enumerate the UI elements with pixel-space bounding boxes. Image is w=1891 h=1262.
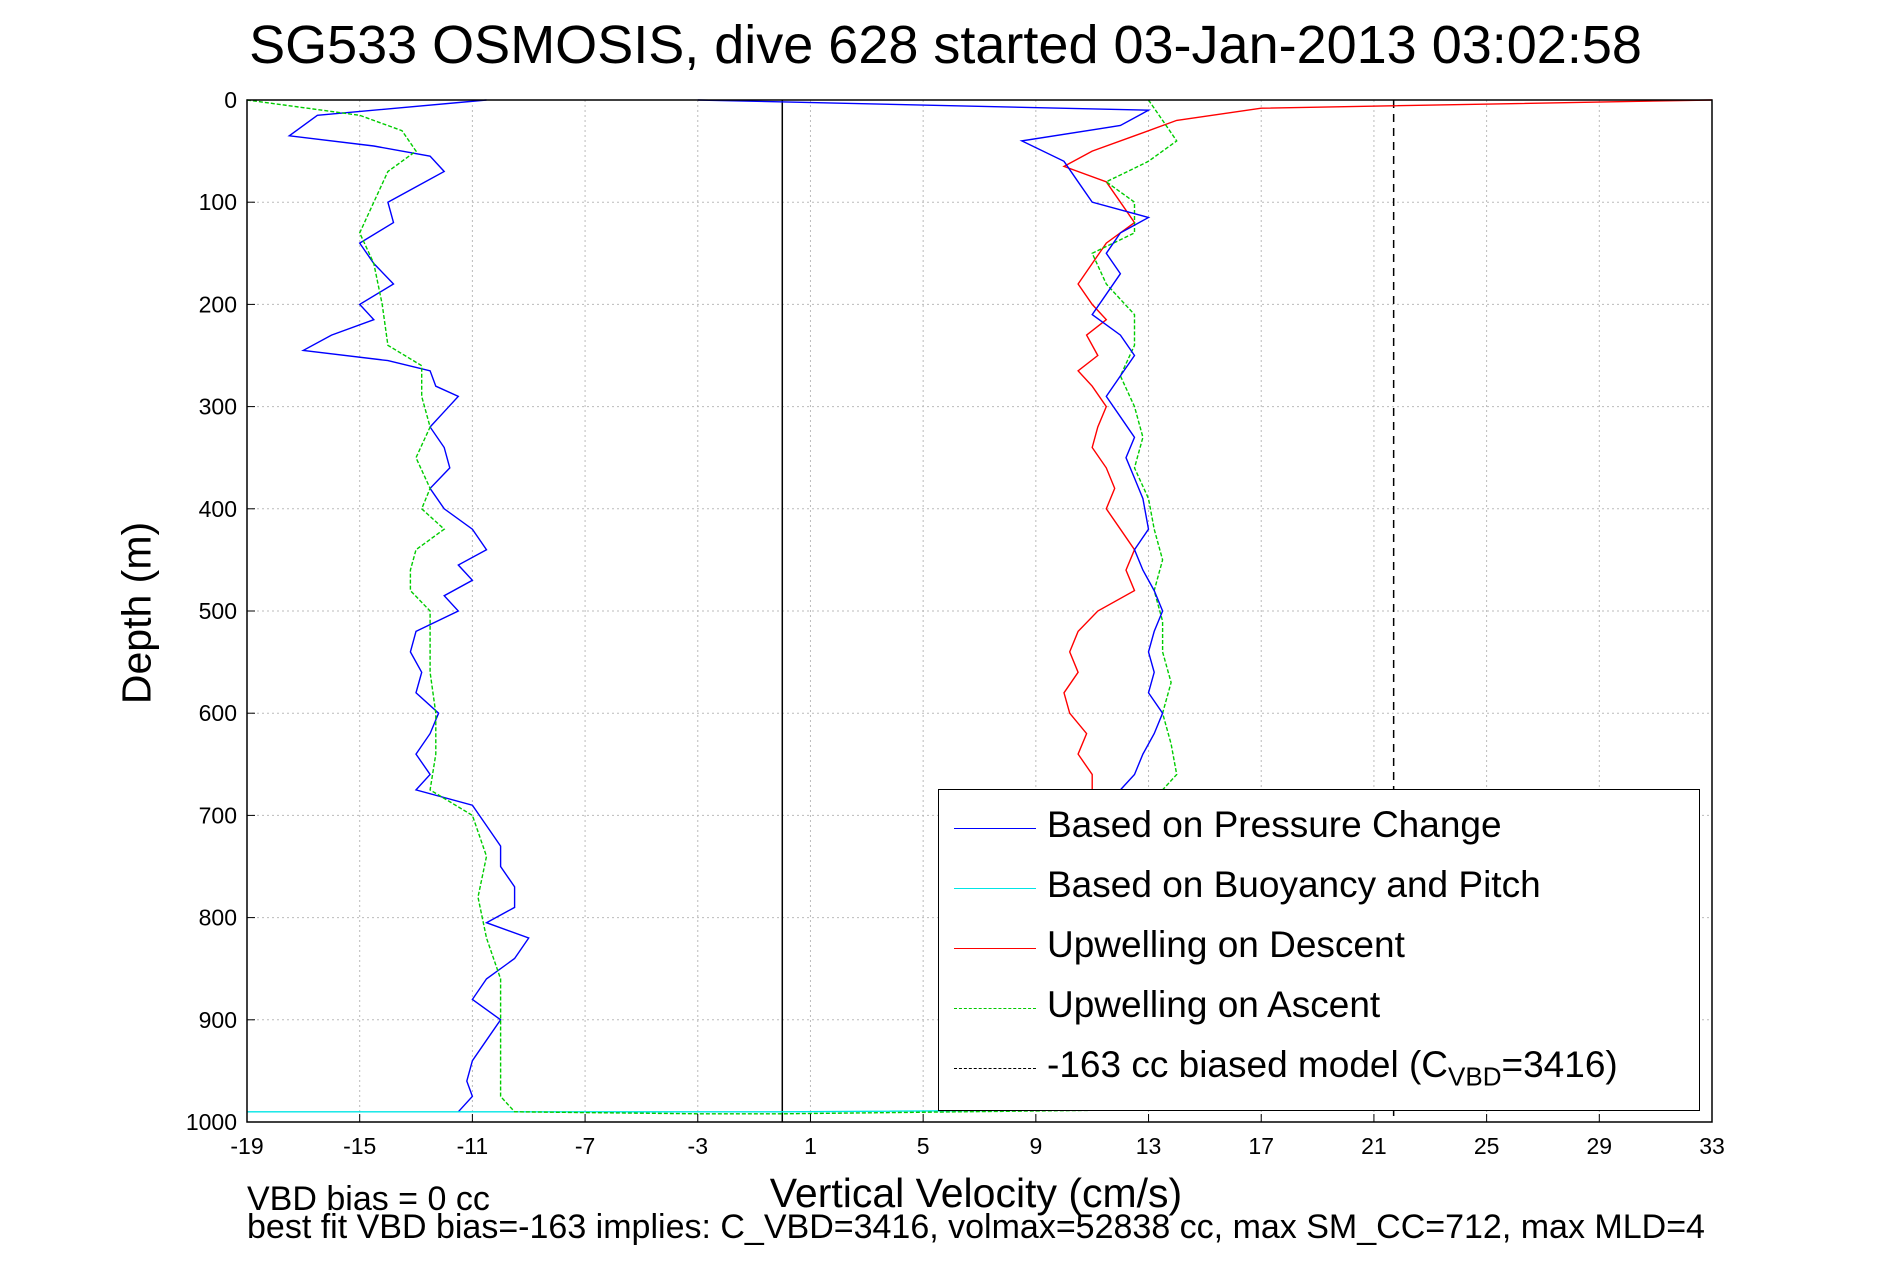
x-tick-label: -15 (343, 1133, 376, 1159)
x-tick-label: 5 (917, 1133, 930, 1159)
legend-label: Based on Buoyancy and Pitch (1047, 864, 1541, 905)
y-tick-label: 300 (199, 394, 237, 420)
reference-lines (781, 100, 1395, 1122)
series-line (1091, 99, 1178, 791)
x-tick-label: -19 (230, 1133, 263, 1159)
legend-line (954, 1068, 1036, 1069)
x-tick-label: 13 (1136, 1133, 1162, 1159)
x-tick-label: 1 (804, 1133, 817, 1159)
legend-line (954, 948, 1036, 949)
x-tick-label: -11 (457, 1133, 489, 1159)
y-tick-label: 700 (199, 802, 237, 828)
y-tick-labels: 0 100 200 300 400 500 600 700 800 900 1000 (186, 87, 255, 1135)
series-line (1062, 99, 1713, 790)
y-tick-label: 1000 (186, 1109, 237, 1135)
y-tick-label: 500 (199, 598, 237, 624)
x-tick-label: 21 (1361, 1133, 1387, 1159)
y-tick-label: 900 (199, 1007, 237, 1033)
y-tick-label: 600 (199, 700, 237, 726)
x-tick-label: -3 (688, 1133, 708, 1159)
x-tick-label: 29 (1587, 1133, 1613, 1159)
y-axis-label: Depth (m) (113, 521, 160, 705)
y-tick-label: 800 (199, 905, 237, 931)
legend-label: Based on Pressure Change (1047, 804, 1502, 845)
y-tick-label: 400 (199, 496, 237, 522)
x-tick-label: -7 (575, 1133, 595, 1159)
legend-label: Upwelling on Ascent (1047, 984, 1381, 1025)
legend-subscript: VBD (1448, 1061, 1502, 1092)
legend-line (954, 888, 1036, 889)
legend-label: -163 cc biased model (CVBD=3416) (1047, 1044, 1618, 1092)
x-tick-labels: -19 -15 -11 -7 -3 1 5 9 13 17 21 25 29 33 (230, 1114, 1725, 1159)
footer-vbd-bias: VBD bias = 0 cc (247, 1180, 490, 1218)
y-tick-label: 200 (199, 291, 237, 317)
legend-line (954, 828, 1036, 829)
x-tick-label: 17 (1248, 1133, 1274, 1159)
series-line (287, 99, 530, 1113)
x-tick-label: 25 (1474, 1133, 1500, 1159)
legend-line (954, 1008, 1036, 1009)
series-line (697, 99, 1164, 791)
y-tick-label: 0 (224, 87, 237, 113)
x-tick-label: 9 (1029, 1133, 1042, 1159)
x-axis-label: Vertical Velocity (cm/s) (769, 1170, 1183, 1216)
legend (938, 789, 1700, 1111)
footer-best-fit: best fit VBD bias=-163 implies: C_VBD=34… (247, 1208, 1705, 1246)
series-line (246, 99, 1149, 1115)
chart-title: SG533 OSMOSIS, dive 628 started 03-Jan-2… (249, 15, 1642, 75)
legend-label: Upwelling on Descent (1047, 924, 1405, 965)
x-tick-label: 33 (1699, 1133, 1725, 1159)
y-tick-label: 100 (199, 189, 237, 215)
